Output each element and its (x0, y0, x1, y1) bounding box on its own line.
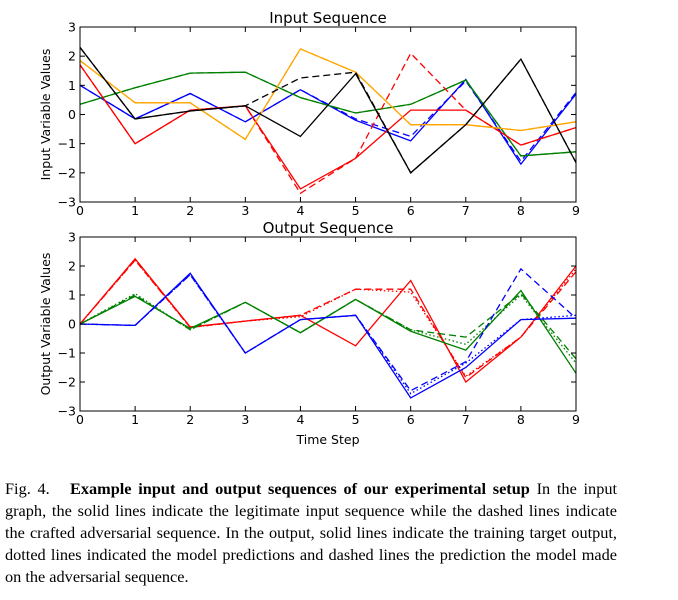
y-tick-label: 3 (68, 230, 76, 245)
series-line-solid (80, 257, 576, 383)
series-line-dashed (80, 47, 576, 174)
chart-panel-2: Output Sequence 0 1 2 3 4 5 6 7 8 9 3 2 1 0 −1 −2 −3 Outpu… (38, 219, 580, 447)
x-tick-label: 3 (241, 203, 249, 218)
figure-canvas: Input Sequence 0 1 2 3 4 5 6 7 8 9 3 2 1 0 −1 −2 −3 Input … (38, 9, 580, 447)
chart-title: Output Sequence (263, 219, 394, 237)
x-tick-label: 2 (186, 203, 194, 218)
figure-caption: Fig. 4. Example input and output sequenc… (5, 478, 617, 588)
series-group (80, 47, 576, 195)
x-tick-label: 5 (352, 412, 360, 427)
x-tick-label: 5 (352, 203, 360, 218)
y-tick-label: 2 (68, 259, 76, 274)
y-tick-label: −3 (58, 404, 76, 419)
series-line-dashed (80, 48, 576, 141)
x-tick-label: 0 (76, 203, 84, 218)
series-line-dashed (80, 292, 576, 360)
x-tick-label: 2 (186, 412, 194, 427)
x-tick-label: 1 (131, 412, 139, 427)
y-tick-label: −3 (58, 195, 76, 210)
chart-panel-1: Input Sequence 0 1 2 3 4 5 6 7 8 9 3 2 1 0 −1 −2 −3 Input … (38, 9, 580, 218)
figure-label: Fig. 4. (5, 479, 50, 498)
x-tick-label: 3 (241, 412, 249, 427)
y-tick-label: −1 (58, 136, 76, 151)
x-tick-label: 0 (76, 412, 84, 427)
y-tick-label: 0 (68, 317, 76, 332)
x-tick-label: 9 (572, 203, 580, 218)
series-line-dotted (80, 259, 576, 378)
y-tick-label: 2 (68, 49, 76, 64)
x-tick-label: 7 (462, 412, 470, 427)
x-tick-label: 7 (462, 203, 470, 218)
x-tick-label: 6 (407, 203, 415, 218)
series-line-solid (80, 47, 576, 174)
y-tick-label: 0 (68, 107, 76, 122)
x-axis-label: Time Step (295, 432, 359, 447)
series-line-solid (80, 64, 576, 190)
x-tick-label: 8 (517, 203, 525, 218)
y-tick-label: 3 (68, 20, 76, 35)
y-tick-label: 1 (68, 288, 76, 303)
figure: Input Sequence 0 1 2 3 4 5 6 7 8 9 3 2 1 0 −1 −2 −3 Input … (38, 9, 580, 447)
y-axis-label: Input Variable Values (38, 49, 53, 181)
plot-frame (79, 236, 577, 412)
x-tick-label: 6 (407, 412, 415, 427)
x-tick-label: 4 (296, 412, 304, 427)
x-tick-label: 9 (572, 412, 580, 427)
y-tick-label: 1 (68, 78, 76, 93)
series-line-solid (80, 71, 576, 157)
series-line-dashed (80, 52, 576, 195)
caption-body: In the input graph, the solid lines indi… (5, 479, 618, 586)
series-line-dashed (80, 267, 576, 392)
x-tick-label: 8 (517, 412, 525, 427)
series-line-solid (80, 48, 576, 141)
chart-title: Input Sequence (269, 9, 387, 27)
series-line-dashed (80, 79, 576, 163)
series-group (80, 257, 576, 399)
x-tick-label: 1 (131, 203, 139, 218)
y-tick-label: −2 (58, 165, 76, 180)
caption-title: Example input and output sequences of ou… (70, 479, 530, 498)
series-line-dotted (80, 273, 576, 395)
y-tick-label: −2 (58, 375, 76, 390)
series-line-dashed (80, 71, 576, 157)
y-tick-label: −1 (58, 346, 76, 361)
x-tick-label: 4 (296, 203, 304, 218)
series-line-dashed (80, 259, 576, 379)
series-line-solid (80, 78, 576, 166)
y-axis-label: Output Variable Values (38, 253, 53, 396)
